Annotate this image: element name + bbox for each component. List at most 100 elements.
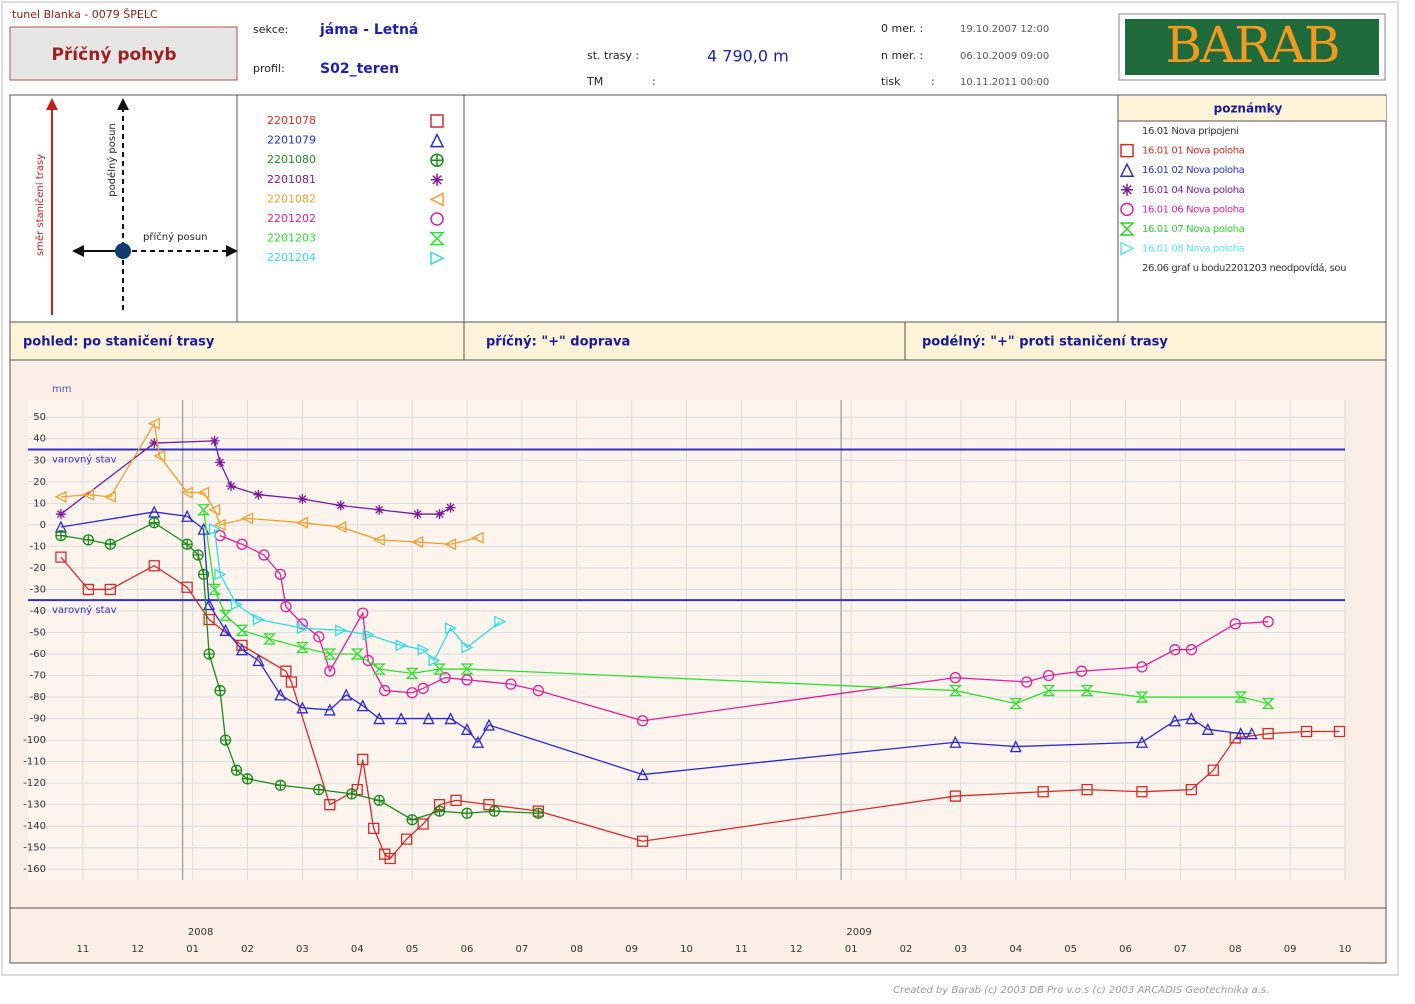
direction-label: směr staničení trasy bbox=[34, 154, 46, 256]
point bbox=[488, 805, 501, 817]
point bbox=[362, 654, 374, 667]
point bbox=[948, 684, 962, 697]
note-marker bbox=[1120, 143, 1134, 158]
point bbox=[1262, 616, 1274, 628]
point bbox=[214, 685, 226, 697]
point bbox=[636, 715, 649, 727]
x-tick-label: 11 bbox=[77, 944, 90, 955]
point bbox=[445, 502, 456, 513]
point bbox=[252, 653, 265, 667]
legend-marker bbox=[429, 132, 445, 148]
point bbox=[1234, 691, 1248, 703]
point bbox=[334, 520, 347, 534]
note-marker bbox=[1120, 241, 1135, 256]
y-tick-label: 30 bbox=[33, 455, 46, 466]
profile: S02_teren bbox=[320, 61, 399, 77]
x-tick-label: 05 bbox=[1064, 944, 1077, 955]
point bbox=[471, 531, 484, 544]
point bbox=[203, 613, 215, 626]
point bbox=[1136, 661, 1148, 673]
x-tick-label: 02 bbox=[900, 944, 913, 955]
point bbox=[372, 533, 385, 546]
legend-marker bbox=[430, 212, 444, 226]
point bbox=[340, 688, 353, 701]
point bbox=[379, 848, 391, 860]
point bbox=[949, 790, 962, 802]
point bbox=[1042, 684, 1056, 697]
plot: 50 40 30 20 10 0 -10 -20 -30 -40 -50 -60 -70 -80 -90 -1… bbox=[23, 400, 1351, 955]
transverse-label: příčný: "+" doprava bbox=[486, 335, 630, 350]
point bbox=[1021, 676, 1033, 688]
note-marker bbox=[1120, 202, 1134, 217]
point bbox=[1009, 740, 1022, 753]
point bbox=[147, 417, 160, 430]
x-tick-label: 04 bbox=[1009, 944, 1022, 955]
point bbox=[417, 818, 429, 830]
point bbox=[460, 722, 474, 735]
point bbox=[444, 622, 457, 635]
point bbox=[346, 788, 358, 800]
logo: BARAB bbox=[1165, 16, 1338, 74]
point bbox=[280, 665, 292, 677]
point bbox=[213, 518, 226, 531]
section: jáma - Letná bbox=[319, 22, 418, 38]
point bbox=[636, 768, 649, 781]
point bbox=[368, 822, 380, 834]
point bbox=[428, 654, 441, 667]
point bbox=[236, 538, 248, 550]
report-box bbox=[9, 26, 238, 81]
legend-label: 2201204 bbox=[267, 251, 316, 264]
x-tick-label: 05 bbox=[406, 944, 419, 955]
legend-label: 2201082 bbox=[267, 192, 316, 205]
legend-marker bbox=[429, 231, 445, 246]
year-label: 2008 bbox=[188, 927, 213, 938]
point bbox=[236, 639, 248, 652]
point bbox=[406, 814, 418, 826]
legend-marker bbox=[431, 173, 443, 186]
point bbox=[1261, 697, 1275, 710]
point bbox=[1169, 644, 1181, 656]
y-tick-label: -40 bbox=[30, 606, 46, 617]
point bbox=[433, 805, 446, 817]
y-unit: mm bbox=[52, 384, 71, 395]
legend-label: 2201078 bbox=[267, 114, 316, 127]
point bbox=[82, 583, 95, 596]
point bbox=[153, 449, 166, 463]
y-tick-label: -20 bbox=[30, 563, 46, 574]
point bbox=[218, 609, 233, 621]
point bbox=[417, 643, 430, 656]
point bbox=[1207, 764, 1219, 776]
point bbox=[461, 641, 474, 654]
point bbox=[324, 665, 336, 677]
point bbox=[258, 549, 270, 561]
legend-label: 2201202 bbox=[267, 212, 316, 225]
point bbox=[274, 568, 287, 580]
y-tick-label: -150 bbox=[23, 843, 46, 854]
y-tick-label: -130 bbox=[23, 800, 46, 811]
print: 10.11.2011 00:00 bbox=[960, 77, 1049, 88]
point bbox=[280, 601, 292, 613]
point bbox=[422, 712, 435, 725]
point bbox=[1037, 786, 1049, 798]
y-tick-label: -90 bbox=[30, 714, 46, 725]
legend-marker bbox=[430, 153, 444, 167]
y-tick-label: -160 bbox=[23, 864, 46, 875]
point bbox=[335, 624, 348, 637]
point bbox=[949, 672, 962, 684]
point bbox=[197, 568, 210, 580]
point bbox=[313, 631, 325, 643]
y-tick-label: 0 bbox=[40, 520, 46, 531]
x-tick-label: 03 bbox=[955, 944, 968, 955]
point bbox=[461, 674, 473, 686]
point bbox=[450, 794, 462, 807]
point bbox=[471, 735, 485, 748]
x-tick-label: 10 bbox=[1339, 944, 1352, 955]
point bbox=[323, 703, 336, 716]
bar-row bbox=[9, 321, 1387, 361]
point bbox=[1201, 722, 1214, 735]
point bbox=[1135, 735, 1149, 748]
project: tunel Blanka - 0079 ŠPELC bbox=[12, 8, 158, 21]
tm-label: TM bbox=[586, 75, 603, 88]
point bbox=[1043, 669, 1055, 682]
point bbox=[373, 794, 385, 806]
